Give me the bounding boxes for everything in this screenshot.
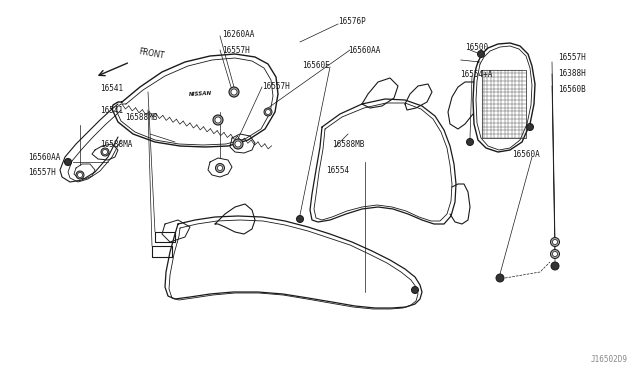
Circle shape bbox=[76, 171, 84, 179]
Circle shape bbox=[101, 148, 109, 156]
Text: 16541: 16541 bbox=[100, 83, 123, 93]
Circle shape bbox=[218, 166, 223, 170]
Circle shape bbox=[496, 274, 504, 282]
Circle shape bbox=[213, 115, 223, 125]
Text: 16576P: 16576P bbox=[338, 16, 365, 26]
Circle shape bbox=[264, 108, 272, 116]
Text: 16560A: 16560A bbox=[512, 150, 540, 158]
Text: 16260AA: 16260AA bbox=[222, 29, 254, 38]
Text: 16588MB: 16588MB bbox=[125, 112, 157, 122]
Circle shape bbox=[527, 124, 534, 131]
Circle shape bbox=[102, 150, 108, 154]
Circle shape bbox=[552, 251, 557, 257]
Text: NISSAN: NISSAN bbox=[188, 91, 212, 97]
Circle shape bbox=[231, 89, 237, 95]
Circle shape bbox=[235, 141, 241, 147]
Text: J16502D9: J16502D9 bbox=[591, 355, 628, 364]
Text: 16560AA: 16560AA bbox=[28, 153, 60, 161]
Circle shape bbox=[552, 240, 557, 244]
Circle shape bbox=[216, 164, 225, 173]
Text: 16557H: 16557H bbox=[222, 45, 250, 55]
Text: 16560AA: 16560AA bbox=[348, 45, 380, 55]
Text: 16557H: 16557H bbox=[28, 167, 56, 176]
Circle shape bbox=[550, 250, 559, 259]
Text: 16560B: 16560B bbox=[558, 84, 586, 93]
Text: 16560E: 16560E bbox=[302, 61, 330, 70]
Circle shape bbox=[550, 237, 559, 247]
Circle shape bbox=[412, 286, 419, 294]
Circle shape bbox=[229, 87, 239, 97]
Text: 16557H: 16557H bbox=[262, 81, 290, 90]
Text: 16554+A: 16554+A bbox=[460, 70, 492, 78]
Circle shape bbox=[233, 139, 243, 149]
Circle shape bbox=[266, 109, 271, 115]
Text: 16541: 16541 bbox=[100, 106, 123, 115]
Circle shape bbox=[77, 173, 83, 177]
Circle shape bbox=[467, 138, 474, 145]
Text: 16554: 16554 bbox=[326, 166, 349, 174]
Text: 16500: 16500 bbox=[465, 42, 488, 51]
Text: 16588MB: 16588MB bbox=[332, 140, 364, 148]
Text: 16588MA: 16588MA bbox=[100, 140, 132, 148]
Circle shape bbox=[551, 262, 559, 270]
Circle shape bbox=[296, 215, 303, 222]
Text: 16557H: 16557H bbox=[558, 52, 586, 61]
Circle shape bbox=[477, 51, 484, 58]
Text: 16388H: 16388H bbox=[558, 68, 586, 77]
Circle shape bbox=[65, 158, 72, 166]
Text: FRONT: FRONT bbox=[138, 46, 165, 60]
Circle shape bbox=[215, 117, 221, 123]
